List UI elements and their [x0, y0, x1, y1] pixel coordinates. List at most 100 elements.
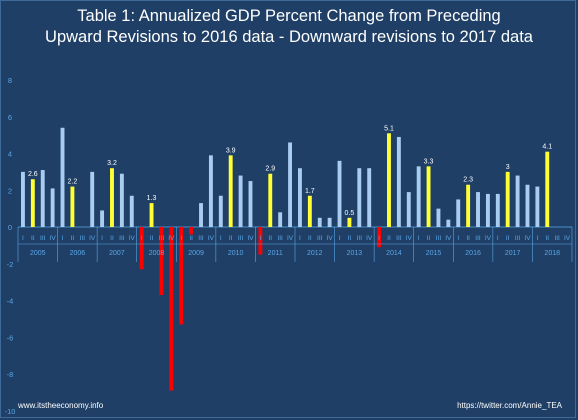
bar — [119, 173, 124, 227]
y-tick-label: 8 — [8, 76, 12, 85]
year-label: 2012 — [307, 250, 323, 257]
quarter-label: IV — [445, 235, 452, 242]
bar — [545, 151, 550, 227]
quarter-label: II — [427, 235, 431, 242]
bar — [189, 227, 194, 235]
year-label: 2015 — [426, 250, 442, 257]
bar — [159, 227, 164, 295]
quarter-label: III — [40, 235, 46, 242]
bar — [485, 193, 490, 227]
quarter-label: IV — [89, 235, 96, 242]
year-label: 2006 — [70, 250, 86, 257]
year-label: 2005 — [30, 250, 46, 257]
quarter-label: II — [189, 235, 193, 242]
quarter-label: III — [119, 235, 125, 242]
quarter-label: III — [159, 235, 165, 242]
quarter-label: II — [545, 235, 549, 242]
bar — [406, 192, 411, 227]
bar — [347, 217, 352, 227]
bar — [327, 217, 332, 227]
quarter-label: II — [110, 235, 114, 242]
bar — [476, 192, 480, 227]
data-label: 5.1 — [384, 125, 394, 132]
bar — [387, 133, 391, 227]
bar — [149, 203, 154, 227]
data-label: 0.5 — [345, 210, 355, 217]
bar — [40, 170, 45, 227]
year-label: 2010 — [228, 250, 244, 257]
quarter-label: I — [259, 235, 261, 242]
quarter-label: I — [141, 235, 143, 242]
quarter-label: I — [339, 235, 341, 242]
title-line-1: Table 1: Annualized GDP Percent Change f… — [77, 7, 501, 25]
quarter-label: II — [466, 235, 470, 242]
y-tick-label: 4 — [8, 150, 12, 159]
quarter-label: I — [497, 235, 499, 242]
year-label: 2011 — [268, 250, 283, 257]
bar — [199, 203, 203, 227]
quarter-label: III — [436, 235, 442, 242]
quarter-label: III — [475, 235, 481, 242]
bar — [70, 186, 75, 227]
data-label: 2.2 — [68, 179, 78, 186]
quarter-label: I — [62, 235, 64, 242]
quarter-label: IV — [485, 235, 492, 242]
year-label: 2007 — [109, 250, 125, 257]
bar — [377, 227, 382, 248]
year-label: 2016 — [465, 250, 481, 257]
quarter-label: II — [150, 235, 154, 242]
data-label: 3.2 — [107, 160, 117, 167]
bar — [396, 136, 401, 227]
bar — [307, 195, 312, 227]
quarter-label: III — [80, 235, 86, 242]
y-tick-label: -10 — [5, 407, 16, 416]
y-tick-label: -6 — [7, 333, 14, 342]
bar — [90, 171, 95, 227]
quarter-label: I — [378, 235, 380, 242]
quarter-label: III — [277, 235, 283, 242]
bar — [436, 208, 441, 227]
bar — [248, 181, 253, 227]
year-label: 2013 — [347, 250, 363, 257]
quarter-label: III — [198, 235, 204, 242]
bar — [317, 217, 322, 227]
y-tick-label: 0 — [8, 223, 12, 232]
bar — [357, 168, 362, 227]
y-tick-label: -2 — [7, 260, 14, 269]
quarter-label: IV — [287, 235, 294, 242]
bar — [466, 184, 471, 227]
bar — [278, 212, 283, 227]
data-label: 3 — [506, 164, 510, 171]
quarter-label: IV — [366, 235, 373, 242]
bar — [505, 171, 510, 227]
bar — [446, 219, 451, 227]
year-label: 2018 — [544, 250, 560, 257]
bar — [367, 168, 372, 227]
bar — [426, 166, 431, 227]
bar — [100, 210, 105, 227]
bar — [30, 179, 35, 227]
bar — [456, 199, 461, 227]
quarter-label: I — [22, 235, 24, 242]
quarter-label: IV — [406, 235, 413, 242]
year-label: 2009 — [188, 250, 204, 257]
bar — [50, 188, 55, 227]
bar — [416, 166, 421, 227]
quarter-label: IV — [247, 235, 254, 242]
quarter-label: IV — [129, 235, 136, 242]
year-label: 2017 — [505, 250, 521, 257]
bar — [515, 175, 520, 227]
quarter-label: III — [515, 235, 521, 242]
data-label: 2.9 — [265, 166, 275, 173]
quarter-label: I — [180, 235, 182, 242]
quarter-label: II — [31, 235, 35, 242]
quarter-label: IV — [208, 235, 215, 242]
quarter-label: I — [418, 235, 420, 242]
quarter-label: I — [299, 235, 301, 242]
bar — [179, 227, 184, 325]
bar — [268, 173, 273, 227]
quarter-label: II — [387, 235, 391, 242]
quarter-label: II — [268, 235, 272, 242]
data-label: 3.3 — [424, 158, 434, 165]
quarter-label: III — [396, 235, 402, 242]
